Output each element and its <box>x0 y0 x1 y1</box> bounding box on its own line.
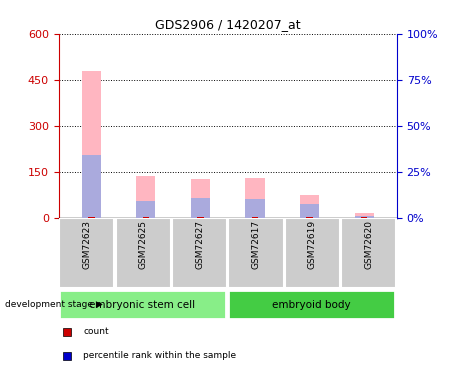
Bar <box>341 218 396 288</box>
Bar <box>228 218 284 288</box>
Bar <box>172 218 227 288</box>
Bar <box>191 179 210 218</box>
Text: count: count <box>83 327 109 336</box>
Text: embryonic stem cell: embryonic stem cell <box>89 300 195 310</box>
Text: GSM72617: GSM72617 <box>252 220 260 269</box>
Text: GSM72620: GSM72620 <box>364 220 373 268</box>
Bar <box>300 195 319 217</box>
Bar <box>245 199 265 217</box>
Bar <box>354 216 374 217</box>
Bar <box>354 213 374 217</box>
Text: GSM72619: GSM72619 <box>308 220 317 269</box>
Text: GSM72627: GSM72627 <box>195 220 204 268</box>
Text: percentile rank within the sample: percentile rank within the sample <box>83 351 237 360</box>
Bar <box>82 155 101 218</box>
Bar <box>115 218 171 288</box>
Bar <box>285 218 340 288</box>
Text: embryoid body: embryoid body <box>272 300 350 310</box>
Bar <box>59 290 226 319</box>
Text: GSM72623: GSM72623 <box>83 220 91 268</box>
Title: GDS2906 / 1420207_at: GDS2906 / 1420207_at <box>155 18 300 31</box>
Bar <box>59 218 115 288</box>
Bar <box>300 204 319 218</box>
Bar <box>136 201 156 217</box>
Text: GSM72625: GSM72625 <box>139 220 147 268</box>
Bar <box>228 290 395 319</box>
Text: development stage ▶: development stage ▶ <box>5 300 102 309</box>
Bar <box>191 198 210 217</box>
Bar <box>245 178 265 218</box>
Bar <box>82 70 101 217</box>
Bar <box>136 176 156 218</box>
